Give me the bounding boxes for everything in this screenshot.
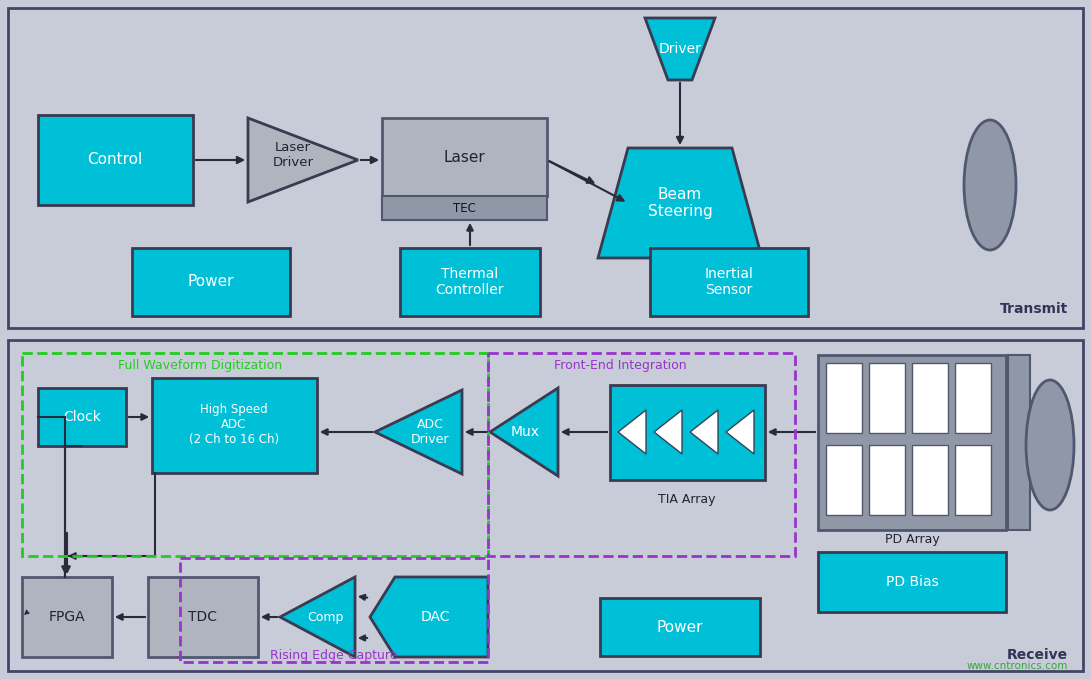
FancyBboxPatch shape [826,445,862,515]
Text: Inertial
Sensor: Inertial Sensor [705,267,754,297]
FancyBboxPatch shape [870,445,906,515]
FancyBboxPatch shape [38,115,193,205]
Text: TDC: TDC [189,610,217,624]
FancyBboxPatch shape [382,118,547,196]
Text: Mux: Mux [511,425,540,439]
Text: TEC: TEC [453,202,476,215]
Polygon shape [490,388,558,476]
FancyBboxPatch shape [955,363,991,433]
Text: Power: Power [657,619,704,634]
Text: www.cntronics.com: www.cntronics.com [967,661,1068,671]
FancyBboxPatch shape [22,577,112,657]
Text: FPGA: FPGA [49,610,85,624]
Text: PD Array: PD Array [885,534,939,547]
Text: TIA Array: TIA Array [658,494,716,507]
Text: DAC: DAC [420,610,449,624]
Text: ADC
Driver: ADC Driver [410,418,449,446]
FancyBboxPatch shape [955,445,991,515]
Text: Front-End Integration: Front-End Integration [554,359,686,371]
Polygon shape [726,410,754,454]
FancyBboxPatch shape [132,248,290,316]
Polygon shape [690,410,718,454]
Text: Full Waveform Digitization: Full Waveform Digitization [118,359,283,371]
FancyBboxPatch shape [610,385,765,480]
Text: Control: Control [87,153,143,168]
Text: High Speed
ADC
(2 Ch to 16 Ch): High Speed ADC (2 Ch to 16 Ch) [189,403,279,447]
FancyBboxPatch shape [400,248,540,316]
Polygon shape [654,410,682,454]
Ellipse shape [964,120,1016,250]
FancyBboxPatch shape [650,248,808,316]
FancyBboxPatch shape [8,340,1083,671]
FancyBboxPatch shape [826,363,862,433]
Polygon shape [375,390,461,474]
Polygon shape [618,410,646,454]
FancyBboxPatch shape [600,598,760,656]
Ellipse shape [1026,380,1074,510]
FancyBboxPatch shape [148,577,257,657]
FancyBboxPatch shape [38,388,125,446]
Polygon shape [248,118,358,202]
FancyBboxPatch shape [382,196,547,220]
Polygon shape [370,577,488,657]
Polygon shape [598,148,762,258]
FancyBboxPatch shape [870,363,906,433]
Text: Receive: Receive [1007,648,1068,662]
FancyBboxPatch shape [8,8,1083,328]
FancyBboxPatch shape [912,445,948,515]
Text: Power: Power [188,274,235,289]
FancyBboxPatch shape [152,378,317,473]
Text: Beam
Steering: Beam Steering [648,187,712,219]
Text: Thermal
Controller: Thermal Controller [435,267,504,297]
Text: PD Bias: PD Bias [886,575,938,589]
Text: Laser: Laser [443,149,484,164]
Text: Comp: Comp [307,610,344,623]
FancyBboxPatch shape [1008,355,1030,530]
Polygon shape [645,18,715,80]
FancyBboxPatch shape [818,552,1006,612]
Text: Driver: Driver [659,42,702,56]
Text: Laser
Driver: Laser Driver [273,141,313,169]
FancyBboxPatch shape [912,363,948,433]
Text: Clock: Clock [63,410,101,424]
Polygon shape [280,577,355,657]
Text: Transmit: Transmit [999,302,1068,316]
Text: Rising Edge Capture: Rising Edge Capture [271,648,398,661]
FancyBboxPatch shape [818,355,1006,530]
